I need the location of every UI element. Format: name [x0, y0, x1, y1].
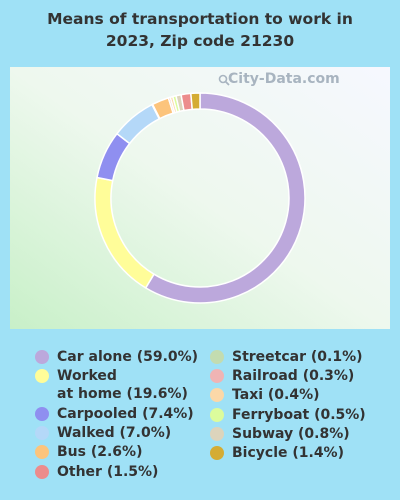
- legend-label: Streetcar (0.1%): [232, 349, 363, 365]
- legend-swatch: [210, 407, 224, 422]
- legend-label: Bus (2.6%): [57, 444, 143, 461]
- legend-label: Other (1.5%): [57, 463, 159, 480]
- legend-label: Ferryboat (0.5%): [232, 406, 366, 423]
- legend-label: Carpooled (7.4%): [57, 406, 194, 422]
- search-icon: [218, 74, 230, 86]
- legend-label: Car alone (59.0%): [57, 349, 199, 365]
- chart-title-line-1: Means of transportation to work in: [47, 10, 353, 28]
- legend-swatch: [210, 426, 224, 441]
- watermark: City-Data.com: [228, 71, 340, 87]
- legend-label: Taxi (0.4%): [232, 387, 320, 404]
- legend-item-subway: Subway (0.8%): [210, 425, 350, 443]
- legend-item-taxi: Taxi (0.4%): [210, 386, 320, 404]
- legend-swatch: [35, 369, 49, 384]
- legend-label: Walked (7.0%): [57, 425, 172, 442]
- legend-swatch: [35, 407, 49, 421]
- slice-carpooled[interactable]: [96, 132, 131, 182]
- chart-title-line-2: 2023, Zip code 21230: [105, 32, 295, 50]
- legend-swatch: [35, 350, 49, 364]
- legend-label: at home (19.6%): [57, 386, 188, 403]
- slice-bicycle[interactable]: [190, 92, 201, 111]
- chart-title: Means of transportation to work in 2023,…: [0, 8, 400, 52]
- legend-item-railroad: Railroad (0.3%): [210, 367, 355, 385]
- legend-swatch: [35, 426, 49, 441]
- legend-swatch: [210, 369, 224, 384]
- legend-item-bus: Bus (2.6%): [35, 443, 143, 461]
- legend-item-streetcar: Streetcar (0.1%): [210, 348, 363, 366]
- slice-walked[interactable]: [115, 103, 161, 145]
- legend-swatch: [210, 388, 224, 403]
- legend-label: Railroad (0.3%): [232, 368, 355, 385]
- legend-swatch: [210, 350, 224, 364]
- legend-item-bicycle: Bicycle (1.4%): [210, 444, 344, 462]
- legend-item-car-alone: Car alone (59.0%): [35, 348, 199, 366]
- legend-item-other: Other (1.5%): [35, 463, 159, 481]
- plot-area: [10, 67, 390, 329]
- legend-item-ferryboat: Ferryboat (0.5%): [210, 406, 366, 424]
- legend-label: Worked: [57, 368, 117, 385]
- legend-swatch: [210, 446, 224, 460]
- legend-item-worked-at-home: Worked at home (19.6%): [35, 367, 188, 403]
- legend-item-walked: Walked (7.0%): [35, 424, 172, 442]
- legend-item-carpooled: Carpooled (7.4%): [35, 405, 194, 423]
- legend-swatch: [35, 445, 49, 460]
- legend-label: Subway (0.8%): [232, 425, 350, 442]
- slice-car-alone[interactable]: [144, 92, 306, 304]
- legend-swatch: [35, 464, 49, 479]
- slice-worked-at-home[interactable]: [94, 176, 156, 289]
- legend-label: Bicycle (1.4%): [232, 445, 344, 461]
